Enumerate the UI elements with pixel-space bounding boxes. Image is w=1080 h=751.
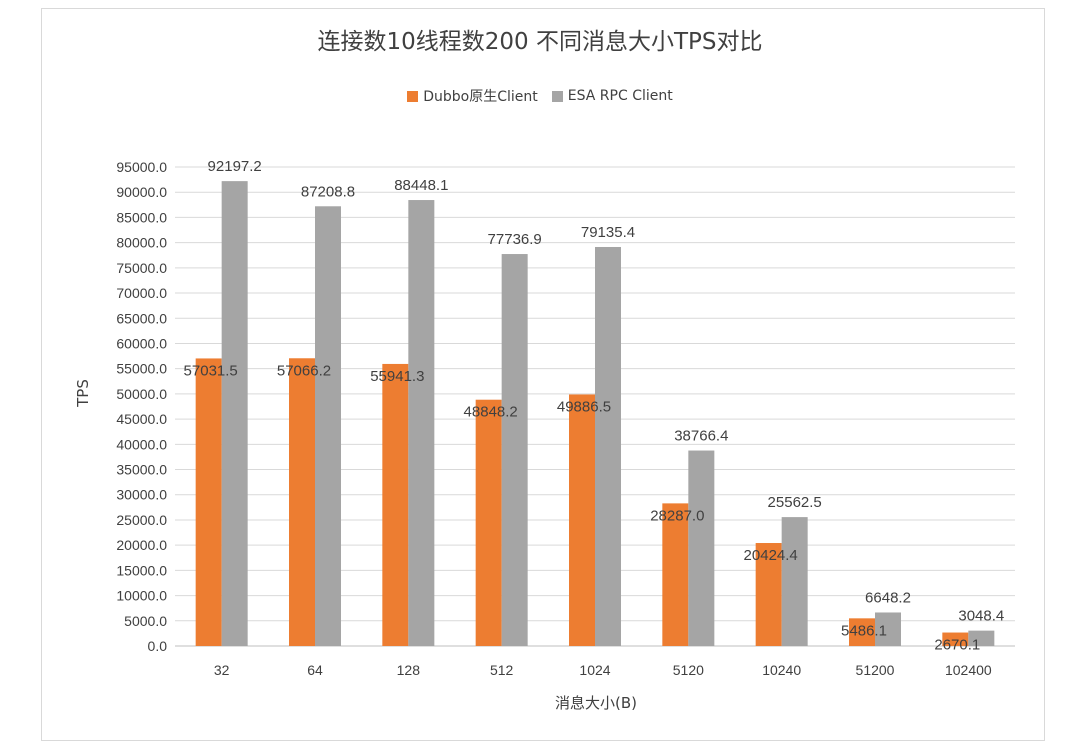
bar-dubbo-64 (289, 358, 315, 646)
x-tick-label: 128 (397, 662, 421, 678)
x-tick-labels: 32 64 128 512 1024 5120 10240 51200 102400 (214, 662, 992, 678)
y-tick-label: 0.0 (148, 638, 168, 654)
bar-esa-10240 (781, 517, 808, 646)
y-tick-label: 65000.0 (116, 310, 167, 326)
data-label-dubbo-51200: 5486.1 (841, 622, 887, 639)
bar-dubbo-10240 (755, 543, 782, 646)
data-label-esa-5120: 38766.4 (674, 428, 728, 445)
x-tick-label: 10240 (762, 662, 801, 678)
legend-swatch-esa (551, 90, 563, 102)
y-tick-label: 90000.0 (116, 184, 167, 200)
legend-swatch-dubbo (407, 90, 419, 102)
data-label-dubbo-32: 57031.5 (184, 362, 238, 379)
x-tick-label: 51200 (856, 662, 895, 678)
bar-dubbo-512 (475, 399, 502, 646)
y-tick-label: 80000.0 (116, 235, 167, 251)
bar-dubbo-102400 (942, 632, 969, 646)
y-tick-label: 85000.0 (116, 209, 167, 225)
y-tick-label: 50000.0 (116, 386, 167, 402)
chart-title: 连接数10线程数200 不同消息大小TPS对比 (317, 29, 763, 55)
x-tick-label: 5120 (673, 662, 704, 678)
bar-esa-51200 (875, 612, 901, 646)
x-tick-label: 512 (490, 662, 514, 678)
bar-esa-1024 (595, 246, 621, 647)
data-label-dubbo-102400: 2670.1 (934, 637, 980, 654)
data-label-esa-51200: 6648.2 (865, 589, 911, 606)
data-label-dubbo-64: 57066.2 (277, 362, 331, 379)
y-tick-label: 10000.0 (116, 588, 167, 604)
data-label-esa-10240: 25562.5 (768, 494, 822, 511)
legend-item-dubbo: Dubbo原生Client (407, 86, 538, 106)
y-tick-label: 5000.0 (124, 613, 167, 629)
bar-esa-128 (408, 200, 435, 646)
bar-dubbo-32 (195, 358, 222, 646)
data-label-esa-64: 87208.8 (301, 183, 355, 200)
y-tick-label: 45000.0 (116, 411, 167, 427)
y-axis-title: TPS (74, 379, 92, 408)
x-tick-label: 102400 (945, 662, 992, 678)
legend-label-dubbo: Dubbo原生Client (423, 89, 538, 105)
bar-esa-32 (221, 181, 248, 646)
bar-dubbo-128 (382, 363, 409, 646)
data-label-dubbo-128: 55941.3 (370, 368, 424, 385)
bar-esa-512 (501, 254, 528, 647)
data-label-esa-1024: 79135.4 (581, 224, 635, 241)
x-tick-label: 1024 (579, 662, 610, 678)
y-tick-label: 70000.0 (116, 285, 167, 301)
bar-esa-102400 (968, 630, 995, 646)
data-label-dubbo-10240: 20424.4 (744, 547, 798, 564)
y-tick-label: 75000.0 (116, 260, 167, 276)
bars (195, 181, 995, 647)
y-tick-label: 15000.0 (116, 562, 167, 578)
y-tick-label: 55000.0 (116, 361, 167, 377)
bar-dubbo-5120 (662, 503, 689, 646)
y-tick-labels: 0.0 5000.0 10000.0 15000.0 20000.0 25000.0 300… (116, 159, 167, 654)
y-tick-label: 60000.0 (116, 335, 167, 351)
data-label-dubbo-512: 48848.2 (464, 404, 518, 421)
y-tick-label: 20000.0 (116, 537, 167, 553)
data-label-esa-102400: 3048.4 (958, 608, 1004, 625)
data-label-esa-128: 88448.1 (394, 177, 448, 194)
data-label-dubbo-5120: 28287.0 (650, 507, 704, 524)
data-label-dubbo-1024: 49886.5 (557, 398, 611, 415)
legend-label-esa: ESA RPC Client (567, 88, 673, 104)
data-label-esa-32: 92197.2 (208, 158, 262, 175)
x-tick-label: 32 (214, 662, 230, 678)
chart-legend: Dubbo原生Client ESA RPC Client (0, 86, 1080, 106)
y-tick-label: 95000.0 (116, 159, 167, 175)
x-axis-title: 消息大小(B) (555, 694, 637, 712)
y-tick-label: 35000.0 (116, 462, 167, 478)
bar-dubbo-1024 (569, 394, 595, 646)
data-labels: 57031.5 92197.2 57066.2 87208.8 55941.3 88448… (184, 158, 1005, 653)
bar-esa-5120 (688, 450, 715, 646)
bar-esa-64 (315, 206, 341, 646)
legend-item-esa: ESA RPC Client (551, 86, 673, 106)
y-tick-label: 40000.0 (116, 436, 167, 452)
data-label-esa-512: 77736.9 (488, 231, 542, 248)
x-tick-label: 64 (307, 662, 323, 678)
y-tick-label: 30000.0 (116, 487, 167, 503)
bar-dubbo-51200 (849, 618, 875, 646)
y-tick-label: 25000.0 (116, 512, 167, 528)
